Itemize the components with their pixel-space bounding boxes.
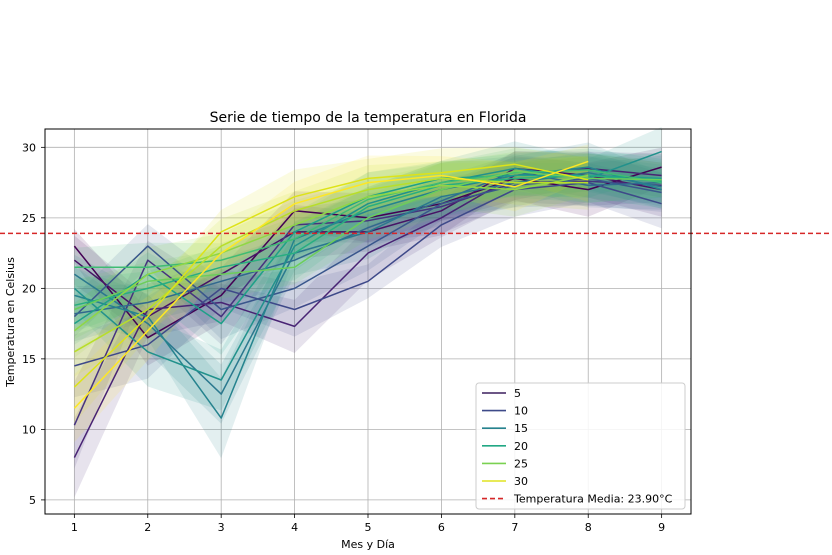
x-tick-label: 2	[144, 521, 151, 534]
legend-label: 15	[514, 422, 528, 435]
y-tick-label: 25	[22, 212, 36, 225]
legend-label: 30	[514, 475, 528, 488]
legend-label: 20	[514, 440, 528, 453]
x-axis-label: Mes y Día	[341, 538, 395, 551]
chart-title: Serie de tiempo de la temperatura en Flo…	[210, 110, 527, 126]
y-tick-label: 10	[22, 423, 36, 436]
series-line	[73, 160, 589, 409]
y-axis-label: Temperatura en Celsius	[4, 257, 17, 388]
series-line	[74, 170, 662, 311]
x-tick-label: 9	[658, 521, 665, 534]
confidence-band	[74, 147, 662, 366]
series-line	[73, 163, 589, 388]
legend-label: 25	[514, 457, 528, 470]
legend-box	[475, 382, 686, 510]
confidence-band	[74, 153, 662, 332]
x-tick-label: 6	[438, 521, 445, 534]
y-tick-label: 30	[22, 141, 36, 154]
confidence-band	[74, 127, 662, 411]
y-tick-label: 20	[22, 282, 36, 295]
series-line	[74, 177, 589, 353]
confidence-band	[74, 151, 662, 340]
x-tick-label: 8	[585, 521, 592, 534]
x-tick-label: 5	[365, 521, 372, 534]
x-tick-label: 1	[71, 521, 78, 534]
series-line	[74, 169, 662, 268]
series-line	[74, 181, 662, 367]
legend: 5 10 15 20 25 30 Temperatura Media: 23.90°C	[475, 382, 686, 510]
confidence-band	[74, 151, 662, 337]
x-tick-label: 4	[291, 521, 298, 534]
legend-label: Temperatura Media: 23.90°C	[513, 493, 673, 506]
x-tick-label: 7	[511, 521, 518, 534]
series-line	[73, 174, 589, 332]
y-tick-label: 5	[29, 494, 36, 507]
axis-ticks: 1 2 3 4 5 6 7 8 9 5 10 15 20 25 30	[22, 141, 665, 534]
y-tick-label: 15	[22, 353, 36, 366]
confidence-band	[74, 162, 662, 398]
legend-label: 5	[514, 387, 521, 400]
x-tick-label: 3	[218, 521, 225, 534]
confidence-band	[74, 148, 662, 355]
confidence-band	[74, 151, 662, 340]
legend-label: 10	[514, 405, 528, 418]
series-lines	[73, 150, 662, 458]
